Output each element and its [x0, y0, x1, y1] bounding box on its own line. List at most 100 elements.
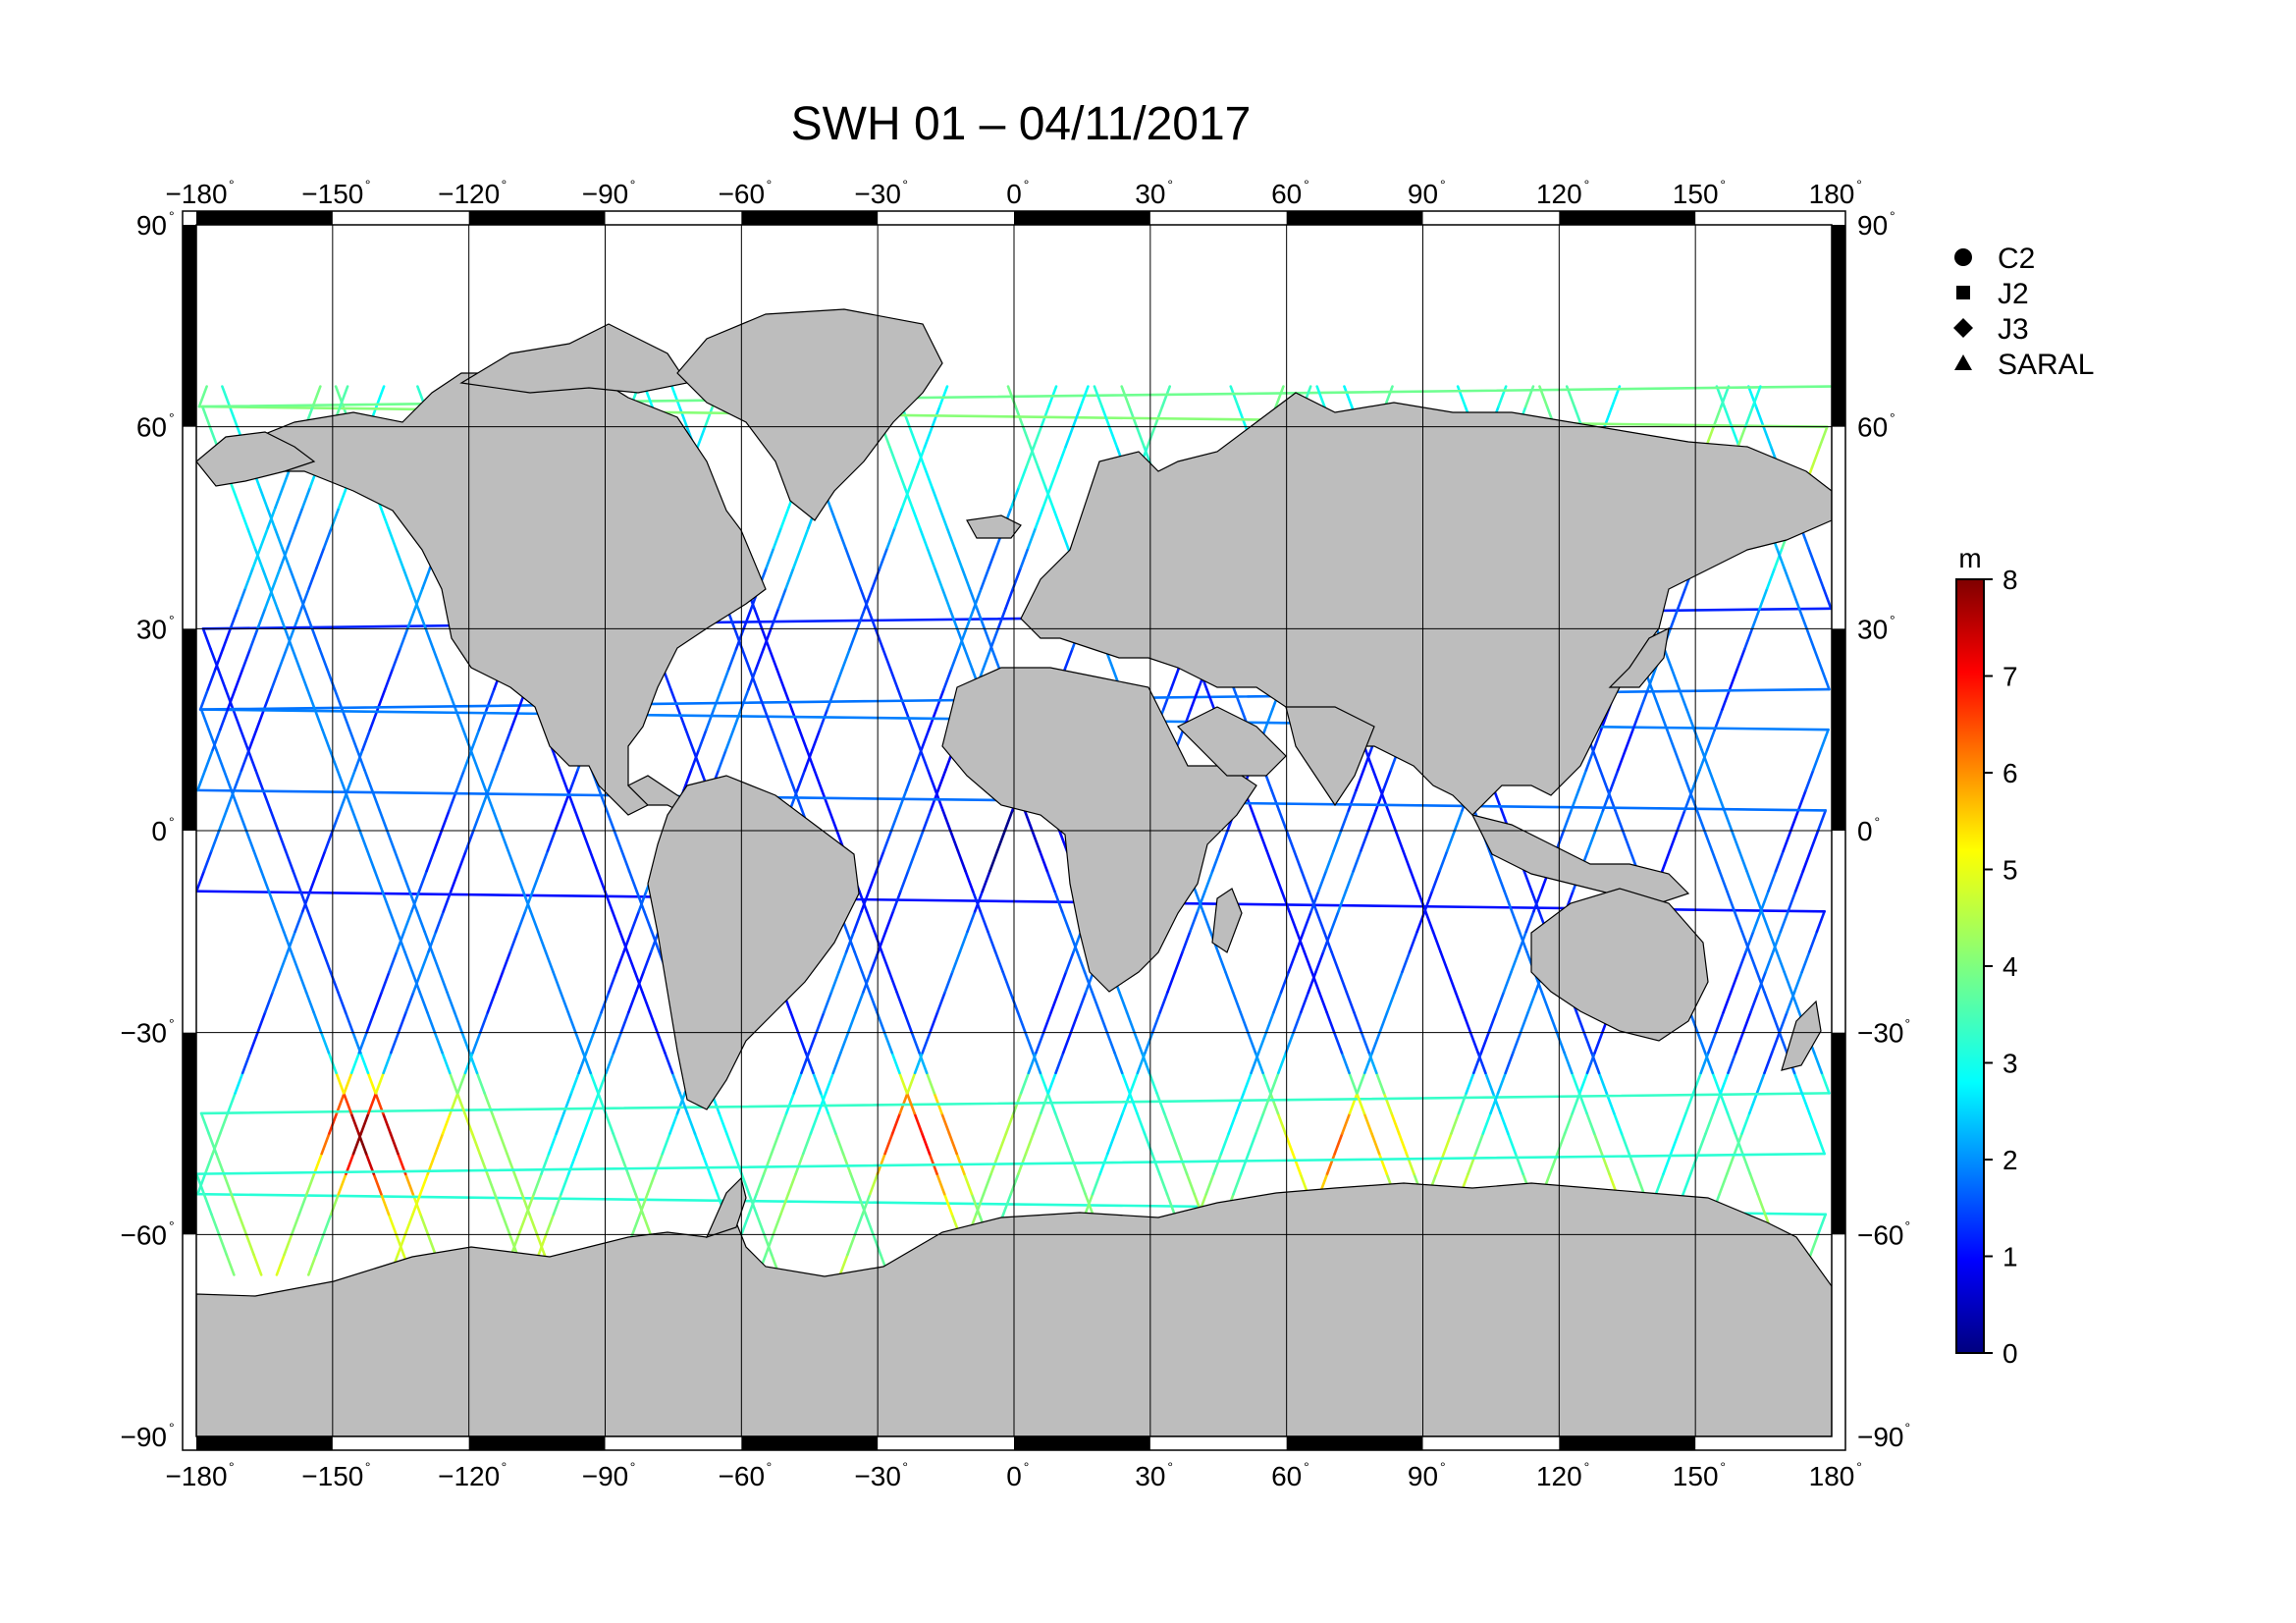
track-segment: [1340, 1051, 1351, 1075]
track-segment: [502, 728, 512, 752]
track-segment: [1324, 849, 1335, 873]
lat-label-right: 30: [1857, 614, 1888, 644]
track-segment: [382, 1051, 393, 1075]
track-segment: [1591, 748, 1602, 772]
track-segment: [419, 950, 430, 974]
track-segment: [1285, 829, 1296, 852]
track-segment: [1333, 1132, 1344, 1156]
track-segment: [1161, 687, 1173, 711]
track-segment: [536, 930, 548, 953]
track-segment: [675, 1092, 687, 1115]
track-segment: [240, 647, 252, 671]
frame-band-top: [468, 211, 606, 225]
track-segment: [911, 728, 922, 752]
track-segment: [1315, 385, 1326, 408]
track-segment: [273, 526, 284, 550]
degree-mark: °: [169, 814, 175, 830]
track-segment: [988, 849, 999, 873]
track-segment: [1363, 748, 1375, 772]
track-segment: [753, 607, 764, 630]
track-segment: [852, 909, 863, 934]
lon-label-top: −150: [301, 179, 363, 209]
track-segment: [358, 1051, 370, 1075]
frame-band-left: [183, 1032, 196, 1235]
track-segment: [918, 526, 929, 550]
track-segment: [247, 728, 258, 752]
track-segment: [1685, 708, 1696, 731]
track-segment: [1465, 1071, 1475, 1095]
track-segment: [1219, 1132, 1230, 1156]
track-segment: [469, 748, 480, 772]
track-segment: [589, 1071, 600, 1095]
track-segment: [1494, 991, 1506, 1014]
track-segment: [840, 647, 852, 671]
track-segment: [763, 1233, 774, 1257]
track-segment: [221, 627, 233, 651]
track-segment: [893, 506, 904, 529]
track-segment: [800, 1051, 811, 1075]
track-segment: [1620, 1132, 1630, 1156]
track-segment: [950, 950, 962, 974]
track-segment: [1329, 909, 1340, 934]
track-segment: [792, 546, 803, 569]
track-segment: [704, 405, 715, 428]
track-segment: [923, 425, 934, 449]
track-segment: [762, 627, 773, 651]
track-segment: [876, 1152, 886, 1175]
track-segment: [613, 829, 623, 852]
track-segment: [865, 909, 876, 934]
track-segment: [432, 829, 444, 852]
track-segment: [790, 708, 801, 731]
track-segment: [740, 1172, 751, 1196]
track-segment: [391, 647, 401, 671]
track-segment: [1562, 809, 1573, 833]
degree-mark: °: [767, 1459, 773, 1475]
track-segment: [943, 970, 954, 994]
track-segment: [1270, 788, 1281, 812]
track-segment: [862, 970, 873, 994]
degree-mark: °: [1905, 1217, 1911, 1233]
track-segment: [933, 567, 944, 590]
degree-mark: °: [1304, 1459, 1309, 1475]
track-segment: [846, 1010, 858, 1034]
track-segment: [727, 647, 738, 671]
track-segment: [1670, 668, 1682, 691]
madagascar: [1211, 888, 1243, 953]
track-segment: [1555, 1031, 1566, 1055]
track-segment: [1203, 869, 1214, 893]
track-segment: [1760, 909, 1771, 934]
track-segment: [441, 1051, 452, 1075]
track-segment: [937, 506, 949, 529]
track-segment: [1035, 1031, 1045, 1055]
track-segment: [1383, 385, 1394, 408]
track-segment: [1815, 909, 1826, 934]
track-segment: [772, 526, 783, 550]
track-segment: [581, 829, 592, 852]
track-segment: [1734, 1132, 1744, 1156]
track-segment: [807, 1031, 818, 1055]
track-segment: [605, 809, 616, 833]
track-segment: [1810, 445, 1822, 469]
track-segment: [747, 1192, 758, 1217]
track-segment: [275, 1253, 286, 1276]
track-segment: [1576, 768, 1588, 792]
track-segment: [1735, 647, 1746, 671]
track-segment: [789, 1010, 800, 1034]
track-segment: [881, 647, 892, 671]
track-segment: [1162, 1111, 1174, 1135]
degree-mark: °: [1890, 612, 1896, 627]
track-segment: [1291, 1152, 1303, 1175]
lon-label-bottom: 0: [1006, 1461, 1022, 1491]
track-segment: [322, 1213, 333, 1236]
track-segment: [1714, 1010, 1725, 1034]
track-segment: [923, 465, 934, 489]
track-segment: [887, 970, 898, 994]
track-segment: [218, 708, 230, 731]
track-segment: [1268, 1092, 1280, 1115]
track-segment: [1039, 1071, 1049, 1095]
track-segment: [720, 668, 730, 691]
track-segment: [1277, 809, 1288, 833]
track-segment: [1787, 890, 1797, 913]
track-segment: [325, 668, 337, 691]
